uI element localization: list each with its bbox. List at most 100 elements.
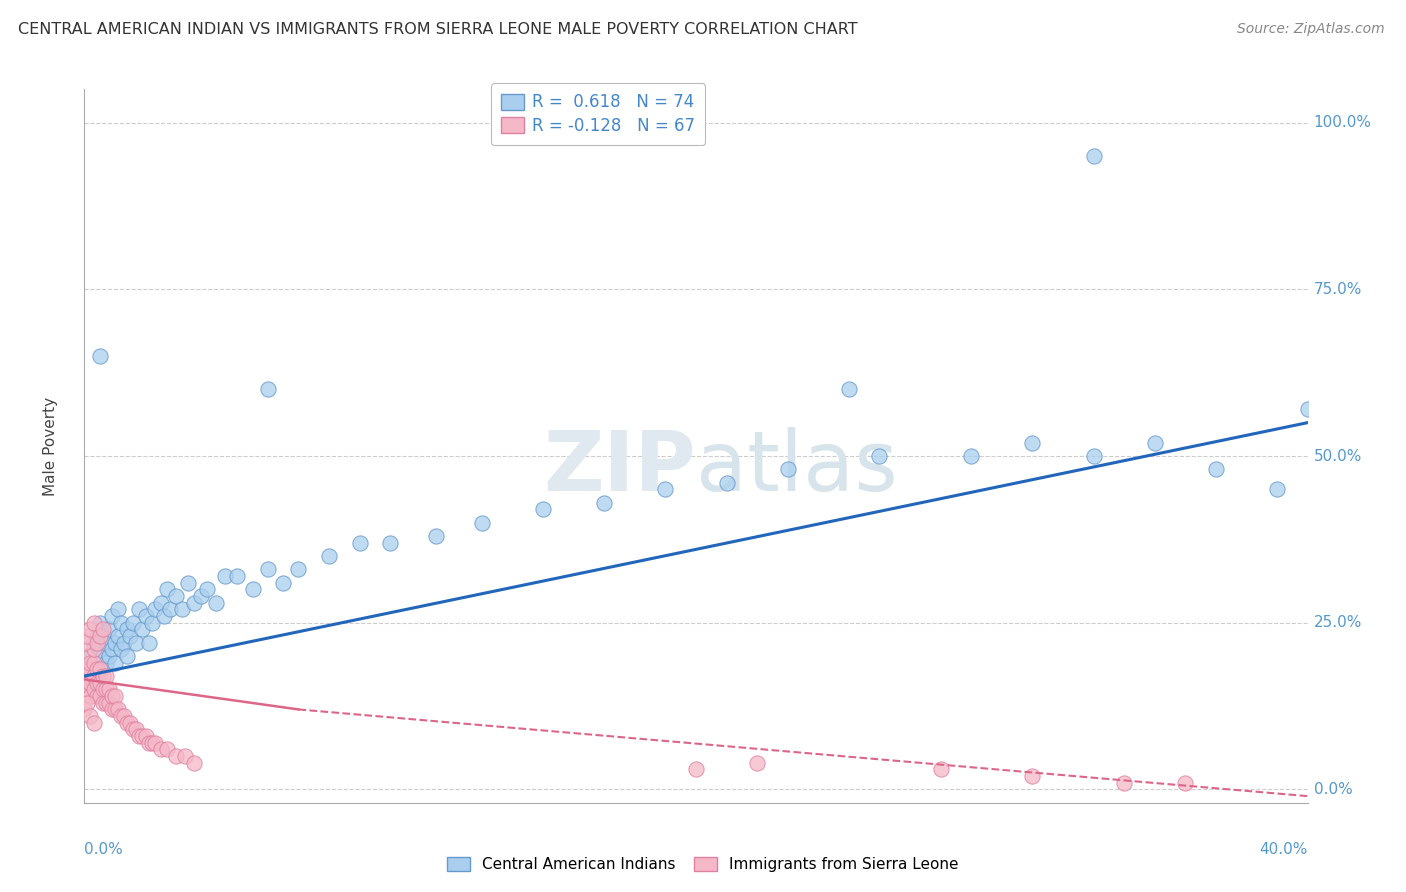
- Point: [89, 662, 111, 676]
- Point: [165, 589, 187, 603]
- Point: [110, 642, 132, 657]
- Point: [101, 642, 124, 657]
- Point: [128, 602, 150, 616]
- Point: [226, 569, 249, 583]
- Point: [107, 602, 129, 616]
- Point: [73, 702, 96, 716]
- Point: [104, 702, 127, 716]
- Point: [776, 462, 799, 476]
- Point: [79, 675, 101, 690]
- Point: [257, 382, 280, 396]
- Point: [83, 656, 105, 670]
- Point: [104, 689, 127, 703]
- Point: [1174, 776, 1197, 790]
- Point: [1296, 402, 1319, 417]
- Point: [107, 629, 129, 643]
- Point: [83, 636, 105, 650]
- Point: [149, 742, 172, 756]
- Point: [86, 689, 108, 703]
- Point: [86, 656, 108, 670]
- Point: [138, 636, 160, 650]
- Point: [471, 516, 494, 530]
- Point: [94, 696, 117, 710]
- Point: [1265, 483, 1288, 497]
- Point: [83, 715, 105, 730]
- Point: [177, 575, 200, 590]
- Point: [349, 535, 371, 549]
- Point: [143, 602, 166, 616]
- Point: [86, 636, 108, 650]
- Point: [183, 596, 205, 610]
- Point: [91, 649, 114, 664]
- Point: [1021, 769, 1043, 783]
- Point: [91, 696, 114, 710]
- Point: [960, 449, 983, 463]
- Point: [101, 609, 124, 624]
- Text: ZIP: ZIP: [544, 427, 696, 508]
- Point: [107, 702, 129, 716]
- Point: [76, 669, 98, 683]
- Point: [97, 649, 120, 664]
- Legend: Central American Indians, Immigrants from Sierra Leone: Central American Indians, Immigrants fro…: [440, 849, 966, 880]
- Point: [112, 636, 135, 650]
- Point: [141, 615, 163, 630]
- Point: [110, 615, 132, 630]
- Point: [79, 649, 101, 664]
- Point: [94, 636, 117, 650]
- Point: [76, 696, 98, 710]
- Point: [135, 609, 157, 624]
- Point: [131, 623, 153, 637]
- Point: [86, 629, 108, 643]
- Point: [79, 656, 101, 670]
- Point: [654, 483, 676, 497]
- Text: 25.0%: 25.0%: [1313, 615, 1362, 631]
- Point: [91, 682, 114, 697]
- Text: 0.0%: 0.0%: [84, 842, 124, 857]
- Point: [156, 742, 179, 756]
- Legend: R =  0.618   N = 74, R = -0.128   N = 67: R = 0.618 N = 74, R = -0.128 N = 67: [491, 83, 706, 145]
- Point: [174, 749, 197, 764]
- Point: [79, 709, 101, 723]
- Point: [1021, 435, 1043, 450]
- Point: [101, 689, 124, 703]
- Point: [122, 723, 145, 737]
- Point: [79, 689, 101, 703]
- Point: [149, 596, 172, 610]
- Point: [1083, 149, 1105, 163]
- Point: [143, 736, 166, 750]
- Point: [83, 682, 105, 697]
- Point: [79, 623, 101, 637]
- Point: [86, 675, 108, 690]
- Point: [97, 623, 120, 637]
- Point: [1143, 435, 1166, 450]
- Point: [76, 682, 98, 697]
- Point: [91, 669, 114, 683]
- Point: [125, 723, 148, 737]
- Point: [172, 602, 194, 616]
- Point: [104, 636, 127, 650]
- Point: [257, 562, 280, 576]
- Point: [112, 709, 135, 723]
- Point: [1114, 776, 1136, 790]
- Point: [214, 569, 236, 583]
- Point: [94, 656, 117, 670]
- Point: [318, 549, 340, 563]
- Point: [86, 662, 108, 676]
- Point: [242, 582, 264, 597]
- Text: 100.0%: 100.0%: [1313, 115, 1372, 130]
- Point: [380, 535, 402, 549]
- Text: CENTRAL AMERICAN INDIAN VS IMMIGRANTS FROM SIERRA LEONE MALE POVERTY CORRELATION: CENTRAL AMERICAN INDIAN VS IMMIGRANTS FR…: [18, 22, 858, 37]
- Point: [94, 669, 117, 683]
- Point: [128, 729, 150, 743]
- Point: [531, 502, 554, 516]
- Point: [190, 589, 212, 603]
- Point: [76, 649, 98, 664]
- Point: [120, 715, 142, 730]
- Point: [159, 602, 181, 616]
- Point: [165, 749, 187, 764]
- Point: [76, 662, 98, 676]
- Point: [141, 736, 163, 750]
- Point: [83, 669, 105, 683]
- Text: 75.0%: 75.0%: [1313, 282, 1362, 297]
- Point: [89, 642, 111, 657]
